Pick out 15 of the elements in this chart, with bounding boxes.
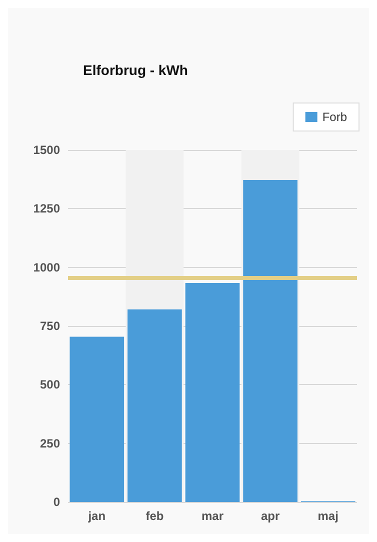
x-tick-label: jan xyxy=(87,509,106,523)
y-tick-label: 0 xyxy=(53,495,60,509)
bar xyxy=(185,283,240,502)
x-tick-label: maj xyxy=(318,509,338,523)
y-tick-label: 1500 xyxy=(33,143,60,157)
x-tick-label: mar xyxy=(201,509,224,523)
legend-label: Forb xyxy=(322,110,348,124)
chart-title: Elforbrug - kWh xyxy=(83,62,188,78)
y-tick-label: 1250 xyxy=(33,202,60,216)
y-tick-label: 750 xyxy=(40,319,60,333)
x-tick-label: apr xyxy=(260,509,280,523)
y-tick-label: 500 xyxy=(40,378,60,392)
y-tick-label: 1000 xyxy=(33,260,60,274)
y-tick-label: 250 xyxy=(40,436,60,450)
x-tick-label: feb xyxy=(146,509,164,523)
